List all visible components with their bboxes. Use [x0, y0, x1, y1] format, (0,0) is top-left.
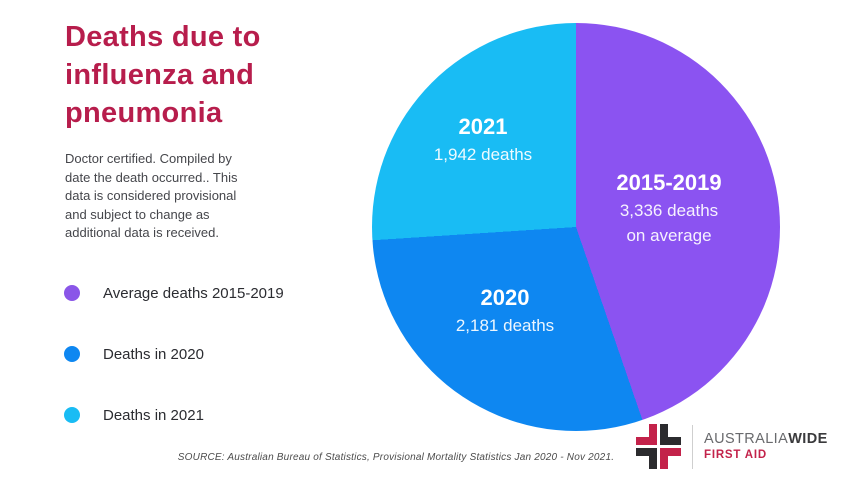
page-title-line: pneumonia [65, 97, 223, 129]
description-line: and subject to change as [65, 206, 210, 222]
legend-swatch-icon [64, 285, 80, 301]
legend-item-deaths-2021: Deaths in 2021 [64, 406, 204, 424]
description-text: Doctor certified. Compiled by date the d… [65, 150, 237, 243]
description-line: data is considered provisional [65, 188, 237, 203]
slice-value: 2,181 deaths [455, 316, 555, 335]
logo-divider [692, 424, 693, 469]
slice-label-2021: 2021 1,942 deaths [373, 112, 593, 167]
logo-wordmark: AUSTRALIAWIDE FIRST AID [704, 432, 828, 461]
slice-label-2015-2019: 2015-2019 3,336 deaths on average [559, 168, 779, 248]
legend-label: Average deaths 2015-2019 [103, 284, 284, 302]
pie-chart: 2015-2019 3,336 deaths on average 2020 2… [372, 23, 780, 431]
brand-name: AUSTRALIAWIDE [704, 432, 828, 447]
legend-swatch-icon [64, 407, 80, 423]
description-line: Doctor certified. Compiled by [65, 151, 232, 166]
slice-label-2020: 2020 2,181 deaths [395, 283, 615, 338]
page-title-line: Deaths due to [65, 21, 261, 53]
brand-logo: AUSTRALIAWIDE FIRST AID [636, 424, 828, 469]
cross-piece [660, 424, 681, 445]
slice-title: 2020 [480, 285, 530, 310]
legend-label: Deaths in 2020 [103, 345, 204, 363]
brand-name-regular: AUSTRALIA [704, 431, 789, 447]
cross-piece [636, 448, 657, 469]
legend-item-deaths-2020: Deaths in 2020 [64, 345, 204, 363]
legend-swatch-icon [64, 346, 80, 362]
source-note: SOURCE: Australian Bureau of Statistics,… [177, 452, 615, 463]
description-line: date the death occurred.. This [65, 169, 238, 185]
cross-piece [636, 424, 657, 445]
legend-item-average-2015-2019: Average deaths 2015-2019 [64, 284, 284, 302]
slice-title: 2015-2019 [616, 170, 722, 195]
cross-piece [660, 448, 681, 469]
slice-value: 3,336 deaths [619, 201, 719, 220]
slice-title: 2021 [458, 114, 508, 139]
description-line: additional data is received. [65, 225, 219, 240]
page-title-line: influenza and [65, 59, 255, 91]
page-title: Deaths due to influenza and pneumonia [65, 18, 261, 132]
legend-label: Deaths in 2021 [103, 406, 204, 424]
brand-name-bold: WIDE [788, 431, 828, 447]
slice-value: on average [626, 226, 712, 245]
slice-value: 1,942 deaths [433, 145, 533, 164]
first-aid-cross-icon [636, 424, 681, 469]
brand-subtitle: FIRST AID [704, 448, 767, 461]
